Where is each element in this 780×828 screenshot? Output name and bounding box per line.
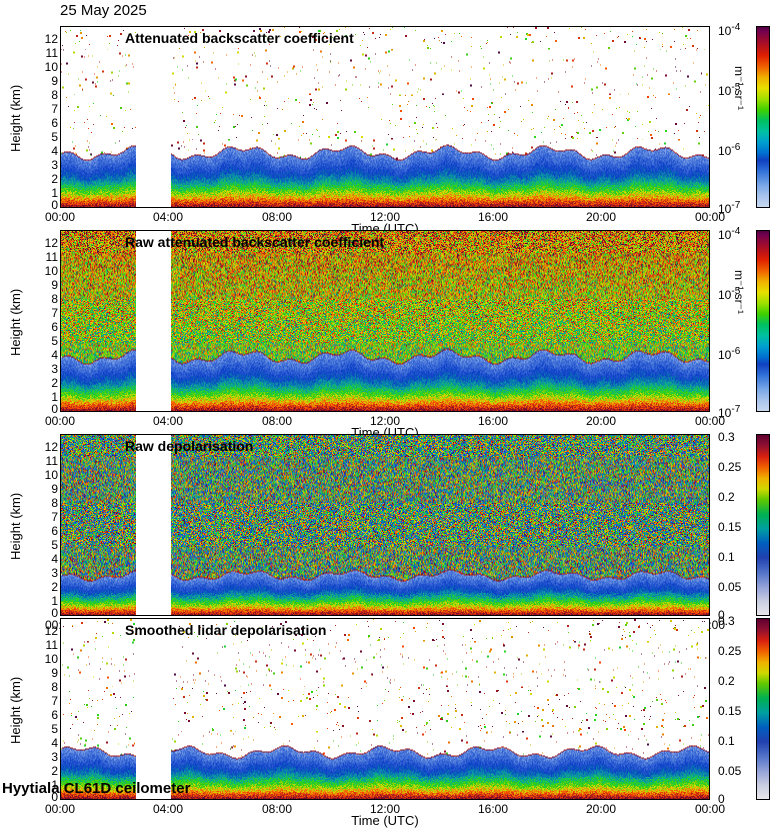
- panel-smoothed-depolarisation: Height (km) 12 11 10 9 8 7 6 5 4 3 2 1 0…: [0, 630, 780, 790]
- date-label: 25 May 2025: [60, 2, 147, 19]
- plot-area-4[interactable]: Smoothed lidar depolarisation: [60, 618, 710, 800]
- y-axis-label-1: Height (km): [8, 58, 23, 178]
- y-axis-label-4: Height (km): [8, 650, 23, 770]
- heatmap-canvas-1[interactable]: [61, 27, 710, 207]
- colorbar-4[interactable]: [756, 618, 770, 800]
- heatmap-canvas-3[interactable]: [61, 435, 710, 615]
- panel-title-3: Raw depolarisation: [125, 438, 253, 454]
- colorbar-3[interactable]: [756, 434, 770, 616]
- colorbar-2[interactable]: [756, 230, 770, 412]
- y-axis-label-3: Height (km): [8, 466, 23, 586]
- plot-area-1[interactable]: Attenuated backscatter coefficient: [60, 26, 710, 208]
- colorbar-1[interactable]: [756, 26, 770, 208]
- colorbar-unit-1: m⁻¹ sr⁻¹: [732, 66, 746, 110]
- panel-raw-depolarisation: Height (km) 12 11 10 9 8 7 6 5 4 3 2 1 0…: [0, 426, 780, 606]
- heatmap-canvas-2[interactable]: [61, 231, 710, 411]
- x-axis-label-4: Time (UTC): [60, 813, 710, 828]
- root-container: 25 May 2025 Height (km) 12 11 10 9 8 7 6…: [0, 0, 780, 800]
- colorbar-unit-2: m⁻¹ sr⁻¹: [732, 270, 746, 314]
- panel-title-1: Attenuated backscatter coefficient: [125, 30, 354, 46]
- panel-attenuated-backscatter: Height (km) 12 11 10 9 8 7 6 5 4 3 2 1 0…: [0, 18, 780, 198]
- plot-area-2[interactable]: Raw attenuated backscatter coefficient: [60, 230, 710, 412]
- heatmap-canvas-4[interactable]: [61, 619, 710, 799]
- footer-label: Hyytiala CL61D ceilometer: [2, 780, 190, 797]
- panel-raw-attenuated-backscatter: Height (km) 12 11 10 9 8 7 6 5 4 3 2 1 0…: [0, 222, 780, 402]
- panel-title-4: Smoothed lidar depolarisation: [125, 622, 326, 638]
- plot-area-3[interactable]: Raw depolarisation: [60, 434, 710, 616]
- panel-title-2: Raw attenuated backscatter coefficient: [125, 234, 384, 250]
- y-axis-label-2: Height (km): [8, 262, 23, 382]
